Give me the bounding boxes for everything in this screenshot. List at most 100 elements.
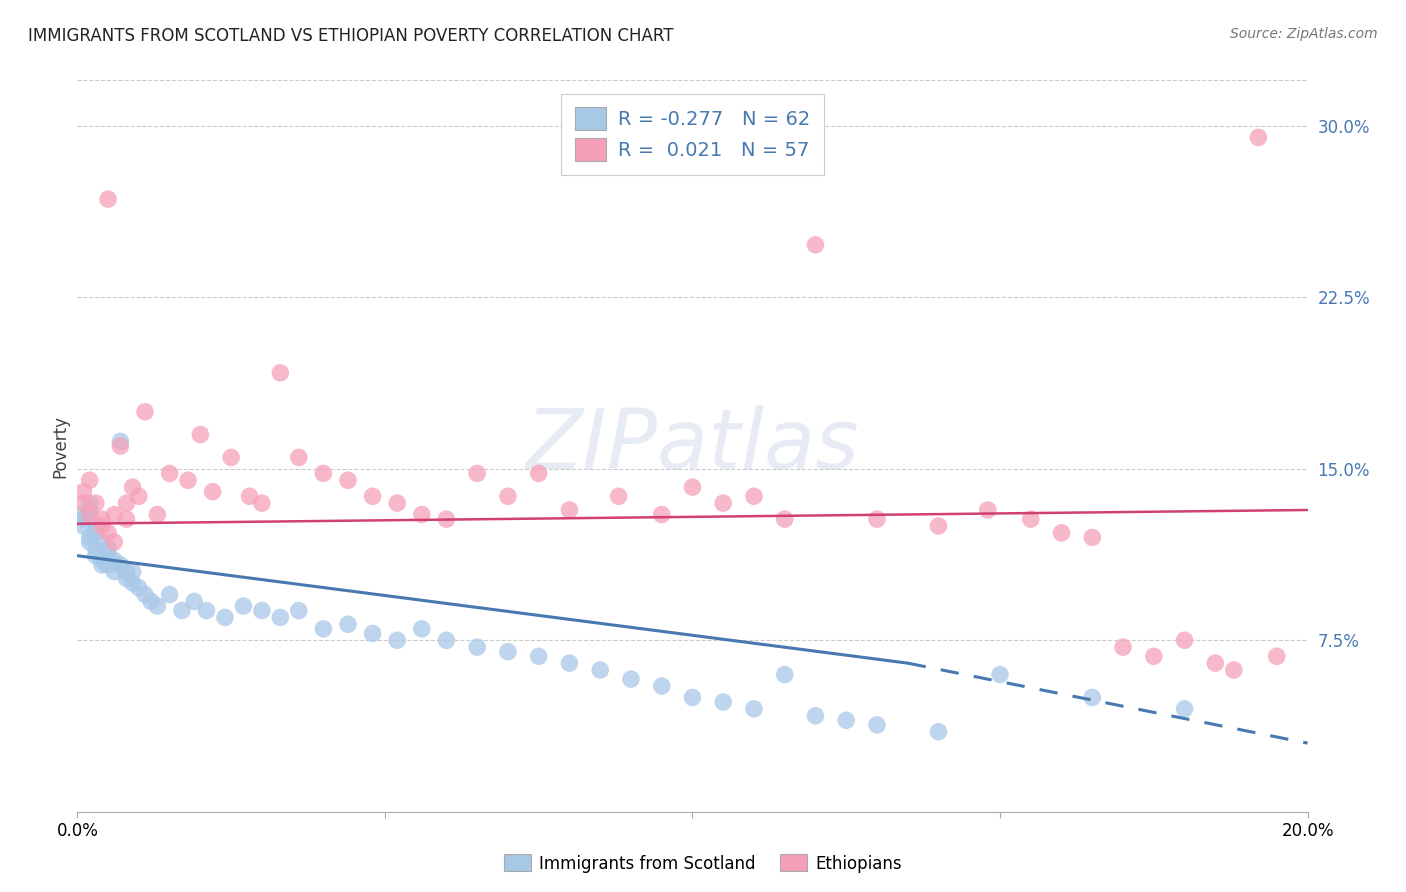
Point [97, 549, 120, 563]
Point [269, 366, 291, 380]
Legend: Immigrants from Scotland, Ethiopians: Immigrants from Scotland, Ethiopians [498, 847, 908, 880]
Point [239, 489, 262, 503]
Point [72, 512, 94, 526]
Point [269, 610, 291, 624]
Point [682, 480, 704, 494]
Point [134, 588, 156, 602]
Point [928, 519, 950, 533]
Text: Source: ZipAtlas.com: Source: ZipAtlas.com [1230, 27, 1378, 41]
Point [128, 489, 150, 503]
Point [97, 558, 120, 572]
Point [103, 535, 125, 549]
Point [1174, 633, 1197, 648]
Point [682, 690, 704, 705]
Point [72, 496, 94, 510]
Point [84, 549, 107, 563]
Point [214, 610, 236, 624]
Point [465, 640, 488, 655]
Point [558, 656, 581, 670]
Point [250, 496, 273, 510]
Point [312, 622, 335, 636]
Point [496, 489, 519, 503]
Point [115, 565, 138, 579]
Point [1081, 530, 1104, 544]
Point [385, 496, 409, 510]
Point [361, 489, 384, 503]
Text: IMMIGRANTS FROM SCOTLAND VS ETHIOPIAN POVERTY CORRELATION CHART: IMMIGRANTS FROM SCOTLAND VS ETHIOPIAN PO… [28, 27, 673, 45]
Point [866, 512, 889, 526]
Point [79, 496, 101, 510]
Point [115, 512, 138, 526]
Point [589, 663, 612, 677]
Point [742, 489, 765, 503]
Point [103, 553, 125, 567]
Point [183, 594, 205, 608]
Point [188, 427, 212, 442]
Point [607, 489, 630, 503]
Point [250, 604, 273, 618]
Y-axis label: Poverty: Poverty [51, 415, 69, 477]
Legend: R = -0.277   N = 62, R =  0.021   N = 57: R = -0.277 N = 62, R = 0.021 N = 57 [561, 94, 824, 175]
Point [103, 565, 125, 579]
Point [79, 530, 101, 544]
Point [90, 535, 114, 549]
Point [1019, 512, 1042, 526]
Point [232, 599, 254, 613]
Point [1247, 130, 1270, 145]
Point [201, 484, 224, 499]
Point [110, 439, 132, 453]
Point [312, 467, 335, 481]
Point [90, 512, 114, 526]
Point [928, 724, 950, 739]
Point [1204, 656, 1226, 670]
Point [90, 558, 114, 572]
Point [90, 553, 114, 567]
Point [177, 473, 200, 487]
Point [620, 672, 643, 686]
Point [79, 508, 101, 522]
Point [1081, 690, 1104, 705]
Point [711, 695, 734, 709]
Text: ZIPatlas: ZIPatlas [526, 406, 859, 486]
Point [128, 581, 150, 595]
Point [146, 599, 169, 613]
Point [651, 679, 673, 693]
Point [84, 496, 107, 510]
Point [97, 192, 120, 206]
Point [288, 604, 311, 618]
Point [115, 572, 138, 586]
Point [103, 508, 125, 522]
Point [558, 503, 581, 517]
Point [1112, 640, 1135, 655]
Point [72, 519, 94, 533]
Point [1265, 649, 1288, 664]
Point [1143, 649, 1166, 664]
Point [436, 512, 458, 526]
Point [651, 508, 673, 522]
Point [90, 519, 114, 533]
Point [121, 565, 143, 579]
Point [496, 645, 519, 659]
Point [84, 525, 107, 540]
Point [773, 512, 796, 526]
Point [159, 588, 181, 602]
Point [337, 473, 360, 487]
Point [977, 503, 1000, 517]
Point [711, 496, 734, 510]
Point [110, 558, 132, 572]
Point [159, 467, 181, 481]
Point [411, 622, 433, 636]
Point [1050, 525, 1073, 540]
Point [72, 508, 94, 522]
Point [146, 508, 169, 522]
Point [835, 714, 858, 728]
Point [141, 594, 163, 608]
Point [110, 434, 132, 449]
Point [219, 450, 242, 465]
Point [337, 617, 360, 632]
Point [97, 541, 120, 556]
Point [436, 633, 458, 648]
Point [79, 473, 101, 487]
Point [465, 467, 488, 481]
Point [134, 405, 156, 419]
